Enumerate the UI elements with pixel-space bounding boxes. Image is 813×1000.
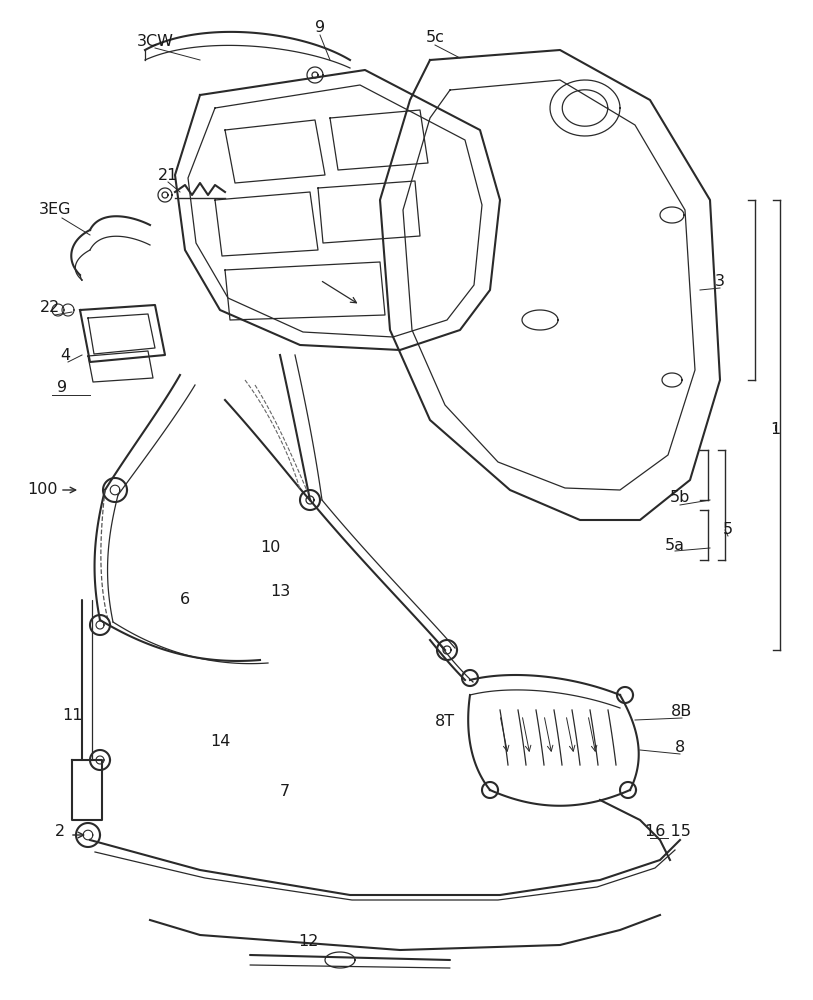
Text: 7: 7 — [280, 784, 290, 800]
Text: 5c: 5c — [425, 30, 445, 45]
Text: 22: 22 — [40, 300, 60, 316]
Text: 9: 9 — [315, 20, 325, 35]
Text: 16 15: 16 15 — [645, 824, 691, 840]
Text: 3EG: 3EG — [39, 202, 72, 218]
Text: 4: 4 — [60, 348, 70, 362]
Text: 5: 5 — [723, 522, 733, 538]
Text: 3CW: 3CW — [137, 34, 173, 49]
Text: 8T: 8T — [435, 714, 455, 730]
Text: 21: 21 — [158, 167, 178, 182]
Text: 9: 9 — [57, 380, 67, 395]
Text: 3: 3 — [715, 274, 725, 290]
Text: 5b: 5b — [670, 490, 690, 506]
Text: 14: 14 — [210, 734, 230, 750]
Text: 100: 100 — [27, 483, 57, 497]
Text: 2: 2 — [55, 824, 65, 840]
Text: 12: 12 — [298, 934, 318, 950]
Text: 5a: 5a — [665, 538, 685, 552]
Text: 13: 13 — [270, 584, 290, 599]
Text: 6: 6 — [180, 592, 190, 607]
Text: 1: 1 — [770, 422, 780, 438]
Text: 11: 11 — [62, 708, 82, 722]
Text: 8: 8 — [675, 740, 685, 756]
Text: 8B: 8B — [672, 704, 693, 720]
Text: 10: 10 — [260, 540, 280, 554]
